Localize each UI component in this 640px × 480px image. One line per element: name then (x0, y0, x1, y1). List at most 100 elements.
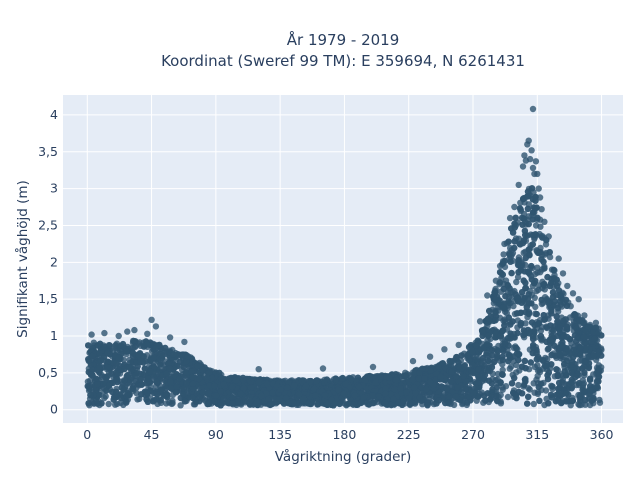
data-point (534, 372, 541, 380)
data-point (529, 335, 537, 343)
data-point (360, 394, 367, 401)
data-point (395, 399, 402, 406)
data-point (540, 281, 547, 288)
data-point (537, 332, 545, 340)
data-point (534, 269, 541, 276)
data-point (494, 397, 501, 405)
data-point (519, 239, 527, 247)
data-point (255, 379, 262, 386)
data-point (173, 383, 180, 391)
data-point (332, 376, 340, 383)
data-point (150, 354, 158, 361)
data-point (487, 396, 494, 403)
data-point (562, 390, 570, 397)
data-point (545, 345, 552, 352)
data-point (205, 369, 213, 376)
data-point (587, 375, 594, 382)
data-point (538, 296, 545, 304)
data-point (123, 399, 130, 406)
data-point (145, 375, 152, 382)
data-point (212, 392, 220, 399)
data-point (397, 373, 404, 380)
data-point (452, 393, 460, 400)
data-point (525, 385, 532, 392)
data-point (494, 353, 501, 360)
data-point (514, 329, 521, 337)
data-point (553, 366, 560, 373)
data-point (594, 383, 601, 391)
data-point (103, 387, 110, 394)
data-point (568, 369, 575, 376)
data-point (475, 374, 483, 381)
data-point (494, 348, 501, 355)
data-point (447, 378, 455, 385)
data-point (540, 258, 547, 265)
data-point (435, 397, 443, 404)
data-point (505, 314, 512, 321)
data-point (575, 380, 583, 387)
data-point (536, 366, 543, 374)
data-point (554, 318, 561, 325)
data-point (246, 394, 254, 401)
data-point (151, 364, 158, 371)
data-point (540, 357, 547, 364)
data-point (92, 397, 100, 404)
data-point (556, 390, 563, 397)
data-point (530, 400, 537, 408)
data-point (485, 377, 493, 384)
data-point (269, 389, 276, 397)
data-point (114, 370, 121, 378)
data-point (120, 377, 128, 384)
data-point (504, 393, 512, 401)
data-point (511, 374, 518, 382)
data-point (458, 393, 465, 401)
data-point (448, 358, 455, 365)
data-point (480, 392, 488, 399)
data-point (217, 402, 224, 409)
data-point (105, 400, 112, 408)
data-point (486, 307, 493, 315)
data-point (521, 357, 528, 365)
data-point (177, 402, 184, 409)
data-point (132, 377, 139, 385)
data-point (529, 349, 536, 357)
data-point (153, 396, 160, 403)
data-point (469, 361, 476, 368)
data-point (549, 293, 557, 300)
data-point (103, 374, 110, 382)
data-point (479, 354, 487, 362)
data-point (586, 395, 593, 402)
data-point (263, 380, 271, 388)
data-point (543, 363, 550, 370)
data-point (141, 365, 148, 372)
data-point (140, 353, 147, 360)
data-point (85, 357, 93, 364)
data-point (462, 378, 470, 385)
data-point (502, 293, 509, 300)
data-point (527, 359, 534, 366)
data-point (546, 249, 553, 256)
data-point (522, 284, 529, 292)
data-point (570, 354, 577, 361)
data-point (96, 391, 103, 399)
data-point (531, 294, 538, 301)
data-point (522, 365, 529, 372)
data-point (119, 340, 127, 348)
data-point (351, 392, 359, 399)
data-point (465, 343, 473, 351)
data-point (382, 385, 389, 392)
data-point (516, 205, 524, 212)
data-point (458, 389, 465, 396)
data-point (523, 303, 530, 311)
data-point (524, 205, 532, 212)
data-point (585, 353, 592, 360)
data-point (587, 387, 594, 394)
data-point (524, 232, 531, 239)
data-point (500, 317, 507, 324)
data-point (593, 378, 601, 385)
data-point (469, 348, 476, 355)
data-point (591, 335, 598, 342)
data-point (217, 388, 224, 395)
data-point (512, 214, 519, 221)
data-point (562, 296, 570, 304)
